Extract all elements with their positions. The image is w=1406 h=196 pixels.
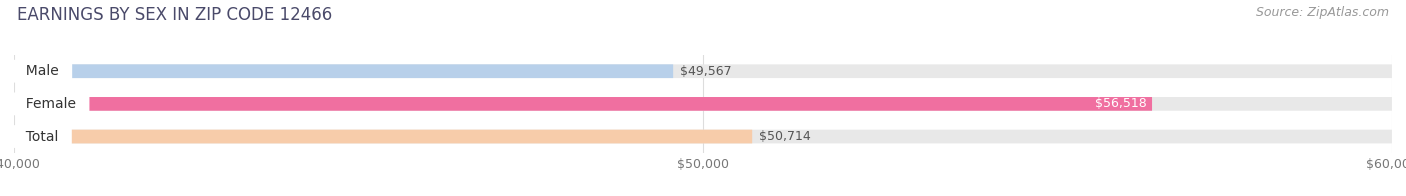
Text: $49,567: $49,567	[681, 65, 731, 78]
FancyBboxPatch shape	[14, 64, 673, 78]
FancyBboxPatch shape	[14, 130, 1392, 143]
Text: $56,518: $56,518	[1095, 97, 1146, 110]
FancyBboxPatch shape	[14, 130, 752, 143]
FancyBboxPatch shape	[14, 64, 1392, 78]
FancyBboxPatch shape	[14, 97, 1392, 111]
FancyBboxPatch shape	[14, 97, 1152, 111]
Text: Source: ZipAtlas.com: Source: ZipAtlas.com	[1256, 6, 1389, 19]
Text: Total: Total	[17, 130, 67, 143]
Text: EARNINGS BY SEX IN ZIP CODE 12466: EARNINGS BY SEX IN ZIP CODE 12466	[17, 6, 332, 24]
Text: Male: Male	[17, 64, 67, 78]
Text: $50,714: $50,714	[759, 130, 811, 143]
Text: Female: Female	[17, 97, 84, 111]
